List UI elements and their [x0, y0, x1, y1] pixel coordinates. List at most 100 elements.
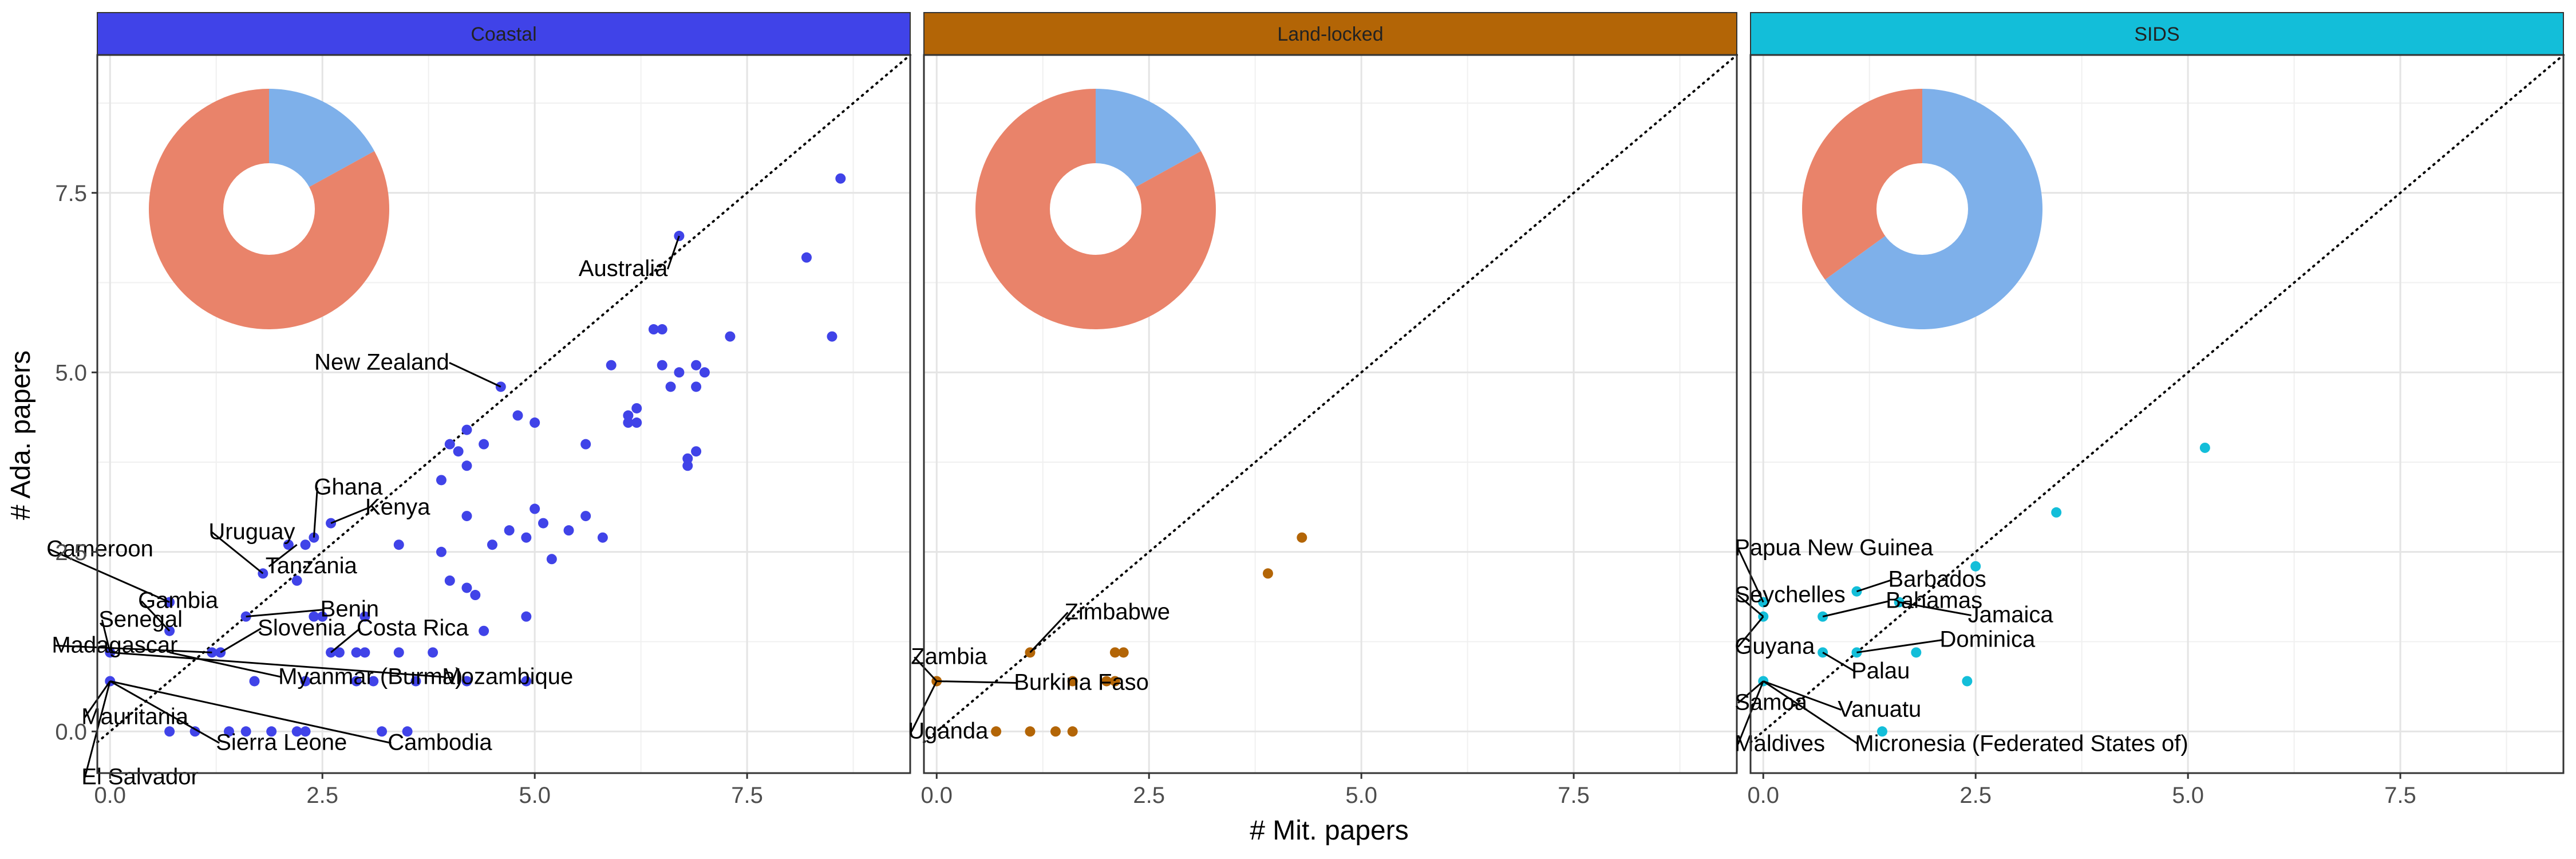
y-tick-label: 7.5 [55, 181, 87, 206]
label-leader-line [1856, 579, 1892, 593]
facet-title: Land-locked [1277, 23, 1383, 45]
data-point [665, 381, 676, 392]
point-label: Vanuatu [1838, 696, 1921, 722]
data-point [393, 647, 404, 658]
data-point [691, 360, 702, 371]
point-label: Barbados [1888, 567, 1986, 592]
point-label: Ghana [314, 475, 383, 500]
data-point [436, 546, 447, 557]
data-point [291, 575, 302, 586]
label-leader-line [141, 600, 171, 632]
point-label: Dominica [1939, 626, 2035, 652]
data-point [1109, 647, 1120, 658]
point-label: Guyana [1735, 634, 1815, 659]
point-label: Uganda [908, 718, 989, 743]
data-point [249, 676, 260, 687]
data-point [1262, 568, 1273, 579]
x-tick-label: 0.0 [920, 783, 953, 808]
x-tick-label: 0.0 [94, 783, 126, 808]
point-label: Palau [1851, 658, 1910, 683]
x-tick-label: 7.5 [2384, 783, 2416, 808]
point-label: Seychelles [1735, 582, 1845, 608]
data-point [1297, 532, 1307, 543]
data-point [300, 726, 311, 737]
data-point [359, 647, 370, 658]
data-point [266, 726, 277, 737]
data-point [1109, 676, 1120, 687]
data-point [461, 511, 472, 522]
label-leader-line [1856, 639, 1943, 653]
point-label: El Salvador [81, 764, 199, 789]
data-point [563, 525, 574, 536]
point-label: Benin [321, 597, 379, 622]
data-point [461, 582, 472, 593]
data-point [623, 417, 634, 428]
data-point [368, 676, 379, 687]
point-label: Australia [579, 256, 668, 281]
label-leader-line [914, 656, 938, 682]
pie-hole [1876, 163, 1968, 255]
data-point [1025, 726, 1036, 737]
label-leader-line [211, 531, 264, 574]
data-point [530, 417, 540, 428]
data-point [835, 173, 846, 184]
data-point [461, 676, 472, 687]
facet-strip [1750, 12, 2564, 56]
facet-title: Coastal [471, 23, 536, 45]
data-point [444, 575, 455, 586]
data-point [309, 611, 319, 622]
data-point [351, 676, 362, 687]
panel-border [923, 54, 1738, 774]
data-point [223, 726, 234, 737]
label-leader-line [1763, 680, 1859, 745]
data-point [674, 367, 685, 378]
pie-hole [1050, 163, 1141, 255]
data-point [597, 532, 608, 543]
point-label: Zambia [911, 644, 987, 669]
data-point [1067, 676, 1078, 687]
data-point [504, 525, 515, 536]
data-point [512, 410, 523, 421]
data-point [410, 676, 421, 687]
data-point [436, 475, 447, 486]
data-point [444, 439, 455, 450]
label-leader-line [330, 628, 361, 653]
x-tick-label: 7.5 [731, 783, 763, 808]
x-tick-label: 5.0 [2172, 783, 2204, 808]
data-point [1118, 647, 1129, 658]
label-leader-line [49, 549, 170, 603]
x-tick-label: 2.5 [1133, 783, 1165, 808]
label-leader-line [55, 644, 212, 653]
data-point [461, 460, 472, 471]
point-label: Cambodia [388, 730, 492, 755]
data-point [393, 539, 404, 550]
data-point [317, 611, 328, 622]
point-label: Uruguay [208, 519, 295, 544]
label-leader-line [1822, 652, 1855, 672]
data-point [164, 726, 175, 737]
data-point [402, 726, 413, 737]
pie-hole [223, 163, 315, 255]
data-point [657, 360, 667, 371]
data-point [487, 539, 497, 550]
data-point [283, 539, 294, 550]
data-point [2199, 442, 2210, 453]
point-label: Tanzania [266, 553, 358, 578]
data-point [1876, 726, 1887, 737]
point-label: Cameroon [46, 537, 153, 562]
point-label: Kenya [365, 495, 430, 520]
identity-reference-line [96, 54, 911, 744]
data-point [334, 647, 345, 658]
y-tick-label: 0.0 [55, 719, 87, 744]
facet-title: SIDS [2134, 23, 2179, 45]
x-tick-label: 5.0 [519, 783, 551, 808]
label-leader-line [1029, 612, 1069, 653]
panel-border [96, 54, 911, 774]
x-tick-label: 0.0 [1747, 783, 1779, 808]
label-leader-line [101, 619, 111, 653]
label-leader-line [1822, 600, 1890, 618]
panel-coastal: Coastal Australia New Zealand Ghana Uruguay K… [46, 12, 911, 808]
data-point [623, 410, 634, 421]
data-point [1101, 676, 1112, 687]
